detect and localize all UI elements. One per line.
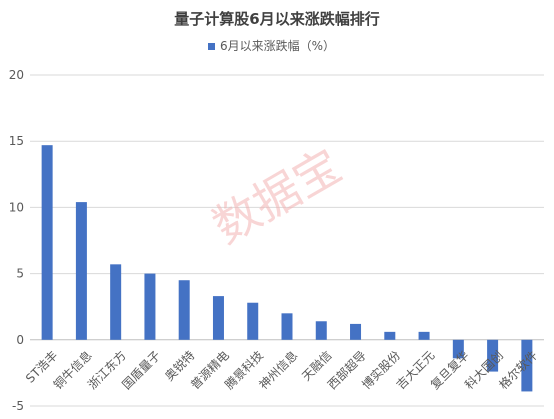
y-tick-label: 20 <box>9 68 24 82</box>
bar-复旦复华 <box>452 339 464 359</box>
legend-label: 6月以来涨跌幅（%） <box>220 38 335 53</box>
chart-title: 量子计算股6月以来涨跌幅排行 <box>174 10 379 28</box>
x-tick-label: 神州信息 <box>256 348 301 393</box>
bar-博实股份 <box>384 331 396 340</box>
bar-格尔软件 <box>521 339 533 392</box>
bar-国盾量子 <box>144 273 156 340</box>
bar-奥锐特 <box>178 280 190 340</box>
legend-swatch <box>208 43 215 50</box>
legend: 6月以来涨跌幅（%） <box>208 38 335 53</box>
x-tick-label: 国盾量子 <box>119 348 163 392</box>
bar-铜牛信息 <box>75 202 87 340</box>
bar-科大国创 <box>487 339 499 372</box>
y-tick-label: 10 <box>9 200 24 214</box>
x-axis: ST浩丰铜牛信息浙江东方国盾量子奥锐特普源精电腾景科技神州信息天融信西部超导博实… <box>23 348 540 393</box>
x-tick-label: 格尔软件 <box>496 348 541 393</box>
bar-西部超导 <box>350 323 362 340</box>
bar-吉大正元 <box>418 331 430 340</box>
bar-ST浩丰 <box>41 145 53 340</box>
y-axis: -5 0 5 10 15 20 <box>9 68 24 413</box>
bars <box>41 145 533 392</box>
y-tick-label: -5 <box>12 399 24 413</box>
bar-普源精电 <box>212 296 224 340</box>
bar-腾景科技 <box>247 302 259 340</box>
bar-浙江东方 <box>110 264 122 340</box>
watermark: 数据宝 <box>204 138 351 254</box>
bar-天融信 <box>315 321 327 340</box>
y-tick-label: 0 <box>16 333 24 347</box>
y-tick-label: 5 <box>16 267 24 281</box>
y-tick-label: 15 <box>9 134 24 148</box>
bar-神州信息 <box>281 313 293 340</box>
